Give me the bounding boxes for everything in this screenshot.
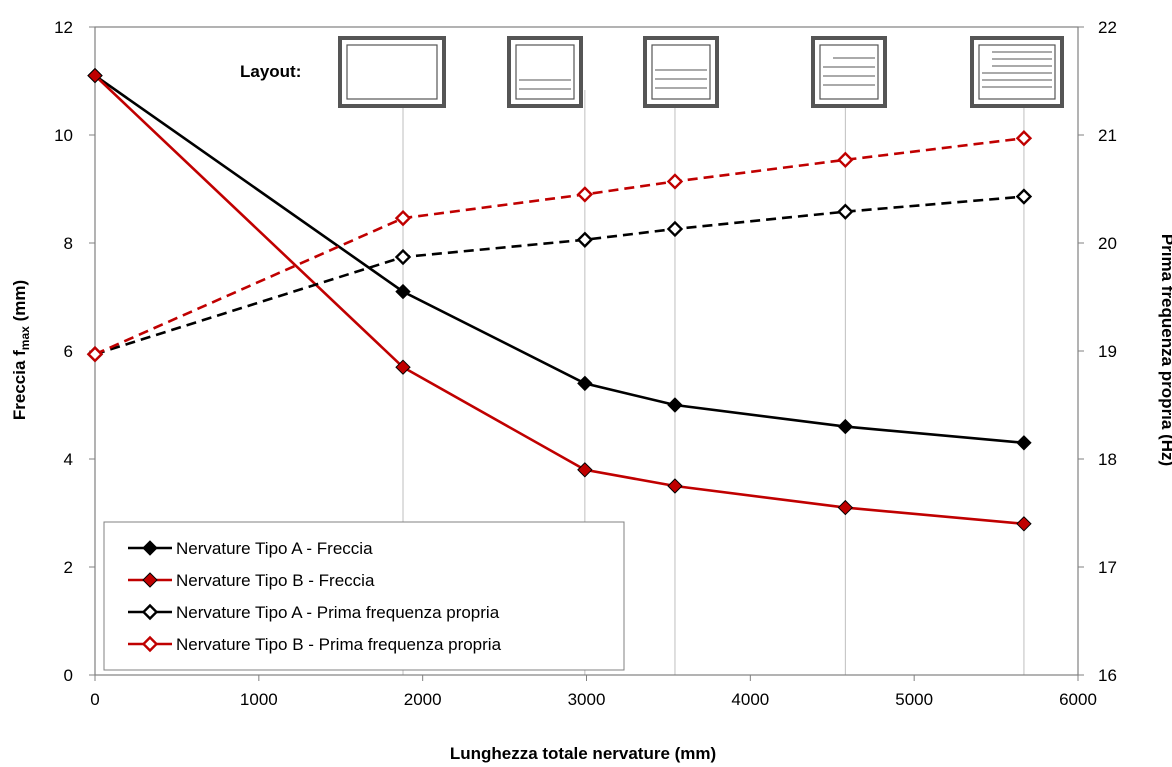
y2-tick-label: 21 <box>1098 126 1117 145</box>
series <box>86 67 1033 532</box>
legend-entry: Nervature Tipo B - Freccia <box>128 571 375 590</box>
legend-swatch-marker <box>142 572 158 588</box>
y-axis-title: Freccia fmax (mm) <box>10 280 32 420</box>
legend-entry: Nervature Tipo A - Freccia <box>128 539 373 558</box>
series-line <box>94 74 1025 526</box>
data-point <box>1015 188 1033 205</box>
data-point <box>395 359 411 375</box>
layout-icon <box>338 36 446 108</box>
data-point <box>667 397 683 413</box>
x-axis-title: Lunghezza totale nervature (mm) <box>450 744 716 763</box>
series-line <box>94 74 1025 445</box>
series-3 <box>86 188 1033 363</box>
data-point <box>837 203 854 220</box>
y2-tick-label: 17 <box>1098 558 1117 577</box>
y2-tick-label: 19 <box>1098 342 1117 361</box>
legend-entry: Nervature Tipo A - Prima frequenza propr… <box>128 603 500 622</box>
layout-label: Layout: <box>240 62 301 81</box>
y-tick-label: 12 <box>54 18 73 37</box>
legend: Nervature Tipo A - Freccia Nervature Tipo… <box>103 521 625 671</box>
data-point <box>837 418 854 435</box>
legend-label: Nervature Tipo B - Freccia <box>176 571 375 590</box>
x-tick-label: 2000 <box>404 690 442 709</box>
data-point <box>1015 130 1033 147</box>
series-1 <box>87 67 1032 451</box>
x-tick-label: 3000 <box>568 690 606 709</box>
legend-box <box>103 521 625 671</box>
legend-label: Nervature Tipo A - Freccia <box>176 539 373 558</box>
legend-swatch-marker <box>141 603 159 621</box>
y-tick-label: 6 <box>64 342 73 361</box>
data-point <box>1016 516 1032 532</box>
y-tick-label: 0 <box>64 666 73 685</box>
layout-icon <box>811 36 887 108</box>
legend-label: Nervature Tipo B - Prima frequenza propr… <box>176 635 502 654</box>
y-tick-label: 10 <box>54 126 73 145</box>
data-point <box>86 346 104 363</box>
data-point <box>87 67 103 84</box>
y-tick-label: 4 <box>64 450 73 469</box>
series-line <box>94 195 1025 356</box>
x-tick-label: 0 <box>90 690 99 709</box>
layout-icon-inner <box>819 44 879 100</box>
y-tick-label: 8 <box>64 234 73 253</box>
series-2 <box>87 67 1032 532</box>
series-line <box>94 136 1025 356</box>
layout-row: Layout: <box>240 36 1064 108</box>
layout-icon <box>970 36 1064 108</box>
legend-label: Nervature Tipo A - Prima frequenza propr… <box>176 603 500 622</box>
data-point <box>577 462 593 478</box>
x-tick-label: 6000 <box>1059 690 1097 709</box>
x-tick-label: 5000 <box>895 690 933 709</box>
y-tick-label: 2 <box>64 558 73 577</box>
layout-icon-inner <box>978 44 1056 100</box>
data-point <box>394 209 412 227</box>
series-4 <box>86 130 1033 363</box>
data-point <box>666 173 684 190</box>
legend-swatch-marker <box>141 635 159 653</box>
data-point <box>395 283 411 300</box>
data-point <box>837 499 854 516</box>
layout-icon-inner <box>346 44 438 100</box>
y2-tick-label: 20 <box>1098 234 1117 253</box>
layout-icon-inner <box>515 44 575 100</box>
ticks: 0 1000 2000 3000 4000 5000 6000 0 2 4 6 8 10 12 16 17 18… <box>54 18 1117 709</box>
y2-tick-label: 18 <box>1098 450 1117 469</box>
data-point <box>837 151 854 169</box>
data-point <box>666 220 684 238</box>
x-tick-label: 4000 <box>731 690 769 709</box>
y2-axis-title: Prima frequenza propria (Hz) <box>1158 234 1172 466</box>
data-point <box>577 375 593 392</box>
y2-tick-label: 16 <box>1098 666 1117 685</box>
data-point <box>394 248 412 266</box>
y2-tick-label: 22 <box>1098 18 1117 37</box>
x-tick-label: 1000 <box>240 690 278 709</box>
layout-icon-inner <box>651 44 711 100</box>
data-point <box>576 231 594 248</box>
data-point <box>1016 435 1032 451</box>
data-point <box>667 478 683 494</box>
legend-swatch-marker <box>142 540 158 556</box>
layout-icon <box>507 36 583 108</box>
layout-icon <box>643 36 719 108</box>
legend-entry: Nervature Tipo B - Prima frequenza propr… <box>128 635 502 654</box>
data-point <box>576 186 594 203</box>
